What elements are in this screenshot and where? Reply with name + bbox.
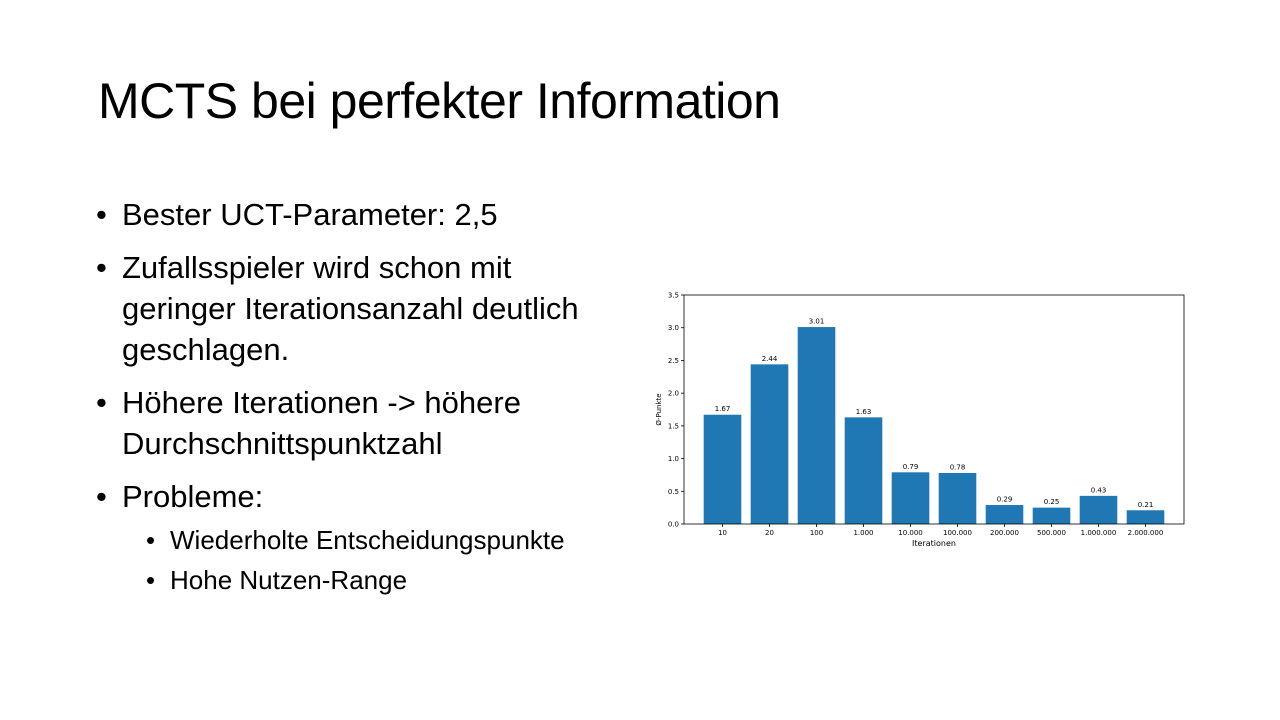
x-tick-label: 200.000 <box>990 529 1019 537</box>
x-tick-label: 500.000 <box>1037 529 1066 537</box>
y-tick-label: 1.5 <box>668 422 679 430</box>
y-axis-ticks: 0.0 0.5 1.0 1.5 2.0 2.5 3.0 3.5 <box>668 292 684 529</box>
bullet-list: Bester UCT-Parameter: 2,5 Zufallsspieler… <box>96 194 616 609</box>
bar-value-label: 0.21 <box>1138 501 1154 509</box>
bar <box>1079 495 1118 524</box>
bar <box>1032 507 1071 524</box>
bar-value-label: 2.44 <box>762 355 778 363</box>
y-tick-label: 3.5 <box>668 292 679 300</box>
bar <box>938 472 977 524</box>
bar <box>703 414 742 524</box>
y-tick-label: 1.0 <box>668 455 679 463</box>
plot-frame <box>683 294 1185 525</box>
x-axis-label: Iterationen <box>912 539 956 548</box>
bar-value-label: 1.67 <box>715 405 731 413</box>
bar-value-label: 1.63 <box>856 408 872 416</box>
bullet-random-player: Zufallsspieler wird schon mit geringer I… <box>96 247 616 370</box>
bar <box>750 364 789 524</box>
y-tick-label: 2.0 <box>668 390 679 398</box>
bullet-uct-parameter: Bester UCT-Parameter: 2,5 <box>96 194 616 235</box>
x-tick-label: 20 <box>765 529 774 537</box>
x-tick-label: 100.000 <box>943 529 972 537</box>
y-tick-label: 2.5 <box>668 357 679 365</box>
y-tick-label: 3.0 <box>668 324 679 332</box>
bar-value-labels: 1.67 2.44 3.01 1.63 0.79 0.78 0.29 0.25 0.43 0.21 <box>715 318 1154 509</box>
x-axis-ticks: 10 20 100 1.000 10.000 100.000 200.000 500.000 1… <box>718 524 1163 537</box>
bullet-problems: Probleme: Wiederholte Entscheidungspunkt… <box>96 476 616 597</box>
sub-bullet-decision-points: Wiederholte Entscheidungspunkte <box>122 523 616 557</box>
bar-value-label: 0.25 <box>1044 498 1060 506</box>
x-tick-label: 10.000 <box>898 529 923 537</box>
x-tick-label: 1.000 <box>853 529 873 537</box>
x-tick-label: 10 <box>718 529 727 537</box>
x-tick-label: 2.000.000 <box>1128 529 1164 537</box>
bullet-higher-iterations: Höhere Iterationen -> höhere Durchschnit… <box>96 382 616 464</box>
bar <box>891 472 930 524</box>
bar-chart: 0.00.51.01.52.02.53.03.5 1.672.443.011.6… <box>655 292 1185 548</box>
bar-value-label: 3.01 <box>809 318 825 326</box>
bars <box>703 327 1165 524</box>
y-axis-label: Ø-Punkte <box>655 393 663 425</box>
bar-value-label: 0.79 <box>903 463 919 471</box>
bar <box>844 417 883 524</box>
sub-bullet-list: Wiederholte Entscheidungspunkte Hohe Nut… <box>122 523 616 597</box>
bar-value-label: 0.29 <box>997 496 1013 504</box>
x-tick-label: 1.000.000 <box>1081 529 1117 537</box>
x-tick-label: 100 <box>810 529 823 537</box>
bar <box>1126 510 1165 524</box>
bar-value-label: 0.78 <box>950 463 966 471</box>
y-tick-label: 0.0 <box>668 521 679 529</box>
slide-title: MCTS bei perfekter Information <box>98 73 781 129</box>
sub-bullet-utility-range: Hohe Nutzen-Range <box>122 563 616 597</box>
bar <box>985 505 1024 524</box>
y-tick-label: 0.5 <box>668 488 679 496</box>
bullet-problems-label: Probleme: <box>122 479 264 514</box>
bar-value-label: 0.43 <box>1091 486 1107 494</box>
bar <box>797 327 836 524</box>
